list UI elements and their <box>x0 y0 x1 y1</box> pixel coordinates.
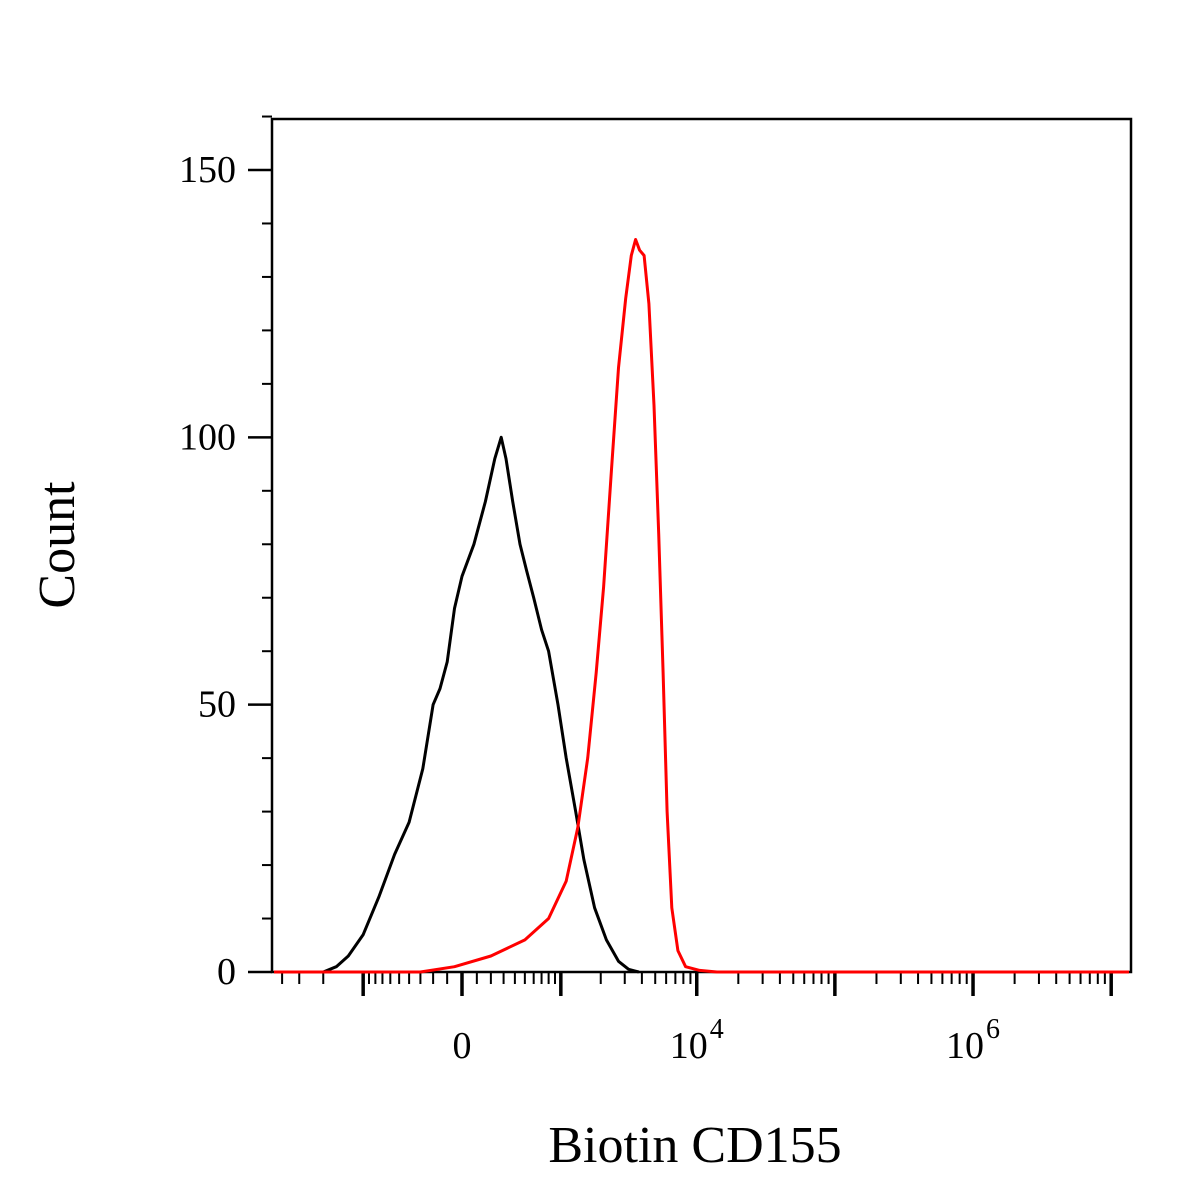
series-line-black <box>322 435 640 974</box>
x-axis: 0 104 106 <box>281 972 1113 1067</box>
series-line-red <box>274 238 1129 974</box>
y-tick-label: 150 <box>179 149 236 191</box>
x-tick-label: 106 <box>946 1014 1000 1067</box>
y-axis: 0 50 100 150 <box>179 115 272 993</box>
x-axis-title: Biotin CD155 <box>548 1117 841 1174</box>
y-tick-label: 100 <box>179 416 236 458</box>
y-tick-label: 0 <box>217 951 236 993</box>
x-tick-label: 0 <box>453 1025 472 1067</box>
y-axis-title: Count <box>29 481 86 609</box>
x-tick-label: 104 <box>670 1014 724 1067</box>
series-layer <box>274 238 1129 974</box>
y-tick-label: 50 <box>198 684 236 726</box>
